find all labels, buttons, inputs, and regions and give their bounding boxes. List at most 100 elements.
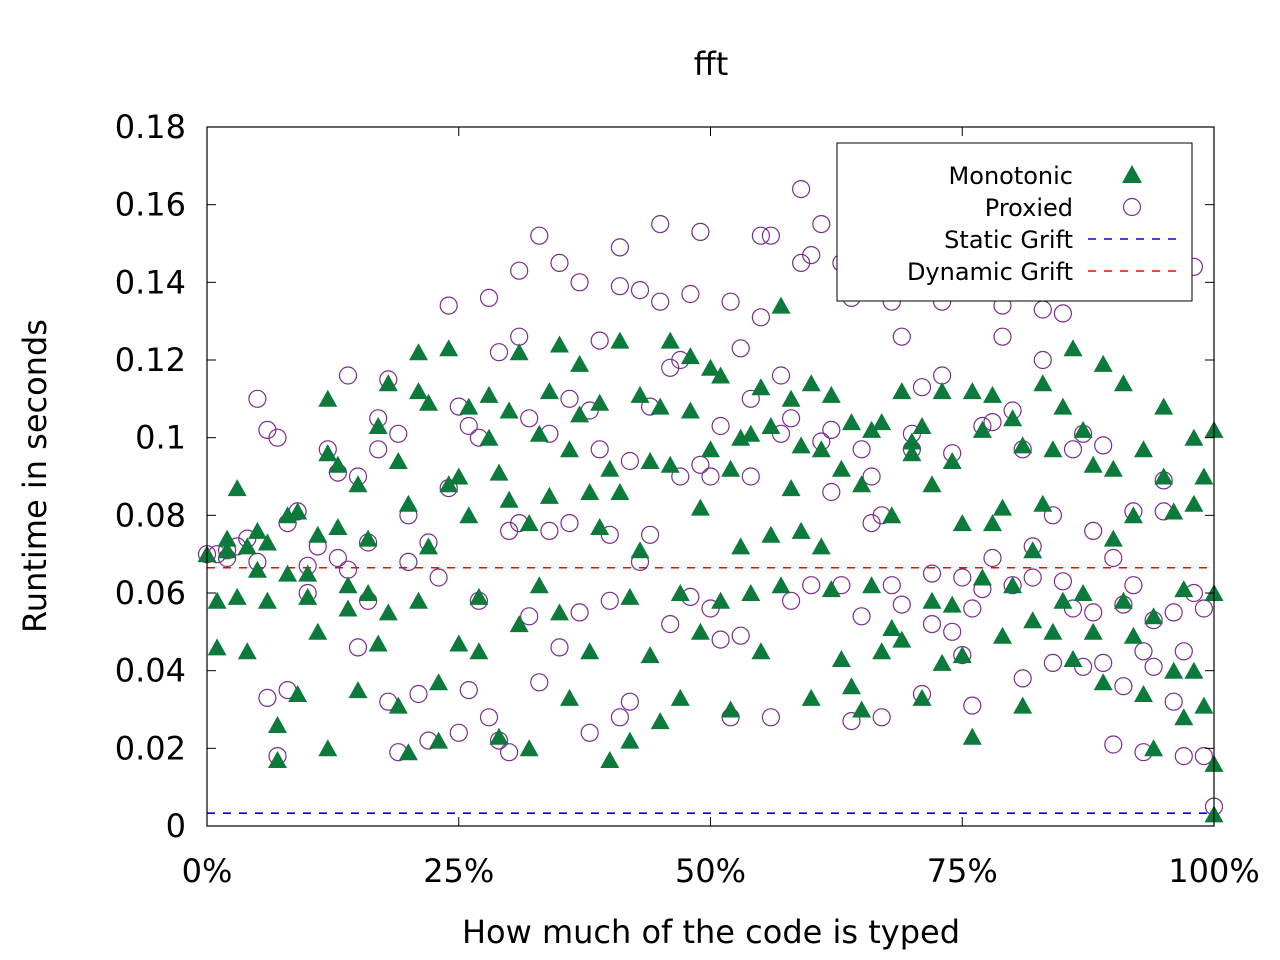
proxied-point [338,560,358,579]
monotonic-point [469,587,489,605]
monotonic-point [227,587,247,605]
monotonic-point [912,417,932,434]
proxied-point [550,253,569,272]
monotonic-point [479,428,499,446]
proxied-point [1104,548,1123,568]
monotonic-point [1093,673,1113,691]
x-tick-label: 100% [1168,852,1259,890]
monotonic-point [398,494,418,512]
monotonic-point [550,603,569,621]
proxied-point [711,630,730,649]
monotonic-point [580,483,600,500]
monotonic-point [1013,436,1033,454]
y-tick-label: 0.18 [115,108,186,146]
monotonic-point [711,366,731,384]
legend-symbol-proxied [1122,197,1142,217]
proxied-point [661,614,680,634]
monotonic-point [539,486,559,504]
monotonic-point [328,518,348,535]
monotonic-point [983,385,1002,403]
proxied-point [1053,572,1073,591]
monotonic-point [701,358,720,376]
monotonic-point [600,459,620,477]
monotonic-point [640,452,660,469]
monotonic-point [348,475,368,493]
monotonic-point [690,622,710,640]
monotonic-point [751,378,771,396]
monotonic-point [1053,591,1073,609]
monotonic-point [983,514,1002,532]
proxied-point [630,281,650,300]
monotonic-point [821,385,841,403]
monotonic-point [560,440,579,458]
monotonic-point [942,595,962,613]
proxied-point [1033,300,1052,319]
monotonic-point [570,405,590,423]
monotonic-point [610,483,630,500]
proxied-point [791,180,811,199]
proxied-point [600,591,619,610]
monotonic-point [590,393,610,411]
proxied-point [268,428,287,447]
proxied-point [781,591,801,610]
monotonic-point [852,475,872,493]
proxied-point [348,638,368,657]
proxied-point [741,389,760,408]
x-axis: 0% 25% 50% 75% 100% [182,127,1260,890]
proxied-point [802,246,821,265]
proxied-point [872,708,891,727]
monotonic-point [509,615,529,633]
monotonic-point [1033,374,1053,392]
proxied-point [338,366,358,385]
proxied-point [1194,746,1214,766]
monotonic-point [932,653,952,671]
monotonic-point [227,479,247,497]
monotonic-point [902,432,922,450]
proxied-point [882,576,901,595]
monotonic-point [368,634,388,652]
proxied-point [761,708,781,727]
monotonic-point [550,335,569,353]
legend-symbol-monotonic [1122,165,1142,183]
proxied-point [651,292,670,311]
monotonic-point [1184,494,1204,512]
proxied-point [731,626,750,645]
proxied-point [842,711,861,731]
monotonic-point [1134,685,1153,702]
monotonic-point [721,700,741,718]
monotonic-point [338,599,358,617]
monotonic-point [439,475,459,493]
monotonic-point [791,521,811,539]
proxied-point [862,467,881,486]
proxied-point [681,284,700,304]
monotonic-point [1103,529,1123,547]
monotonic-point [237,642,257,660]
proxied-point [479,708,499,727]
proxied-point [802,576,821,595]
monotonic-point [570,354,590,372]
monotonic-point [288,502,308,520]
monotonic-point [882,506,902,524]
monotonic-point [650,712,670,730]
monotonic-point [1043,622,1063,640]
proxied-point [1053,304,1073,323]
y-tick-label: 0.12 [115,341,186,379]
proxied-point [1104,735,1123,754]
monotonic-point [519,514,539,532]
monotonic-point [680,401,700,419]
proxied-point [389,424,408,443]
monotonic-point [1113,591,1133,609]
proxied-point [1023,568,1042,587]
monotonic-point [439,339,459,357]
monotonic-point [1123,626,1143,644]
y-tick-label: 0.14 [115,263,186,301]
monotonic-point [479,385,499,403]
monotonic-point [791,436,811,454]
monotonic-point [771,296,791,314]
proxied-point [711,416,730,436]
monotonic-point [1113,374,1133,392]
monotonic-point [630,385,650,403]
proxied-point [369,440,388,459]
monotonic-point [308,622,328,640]
